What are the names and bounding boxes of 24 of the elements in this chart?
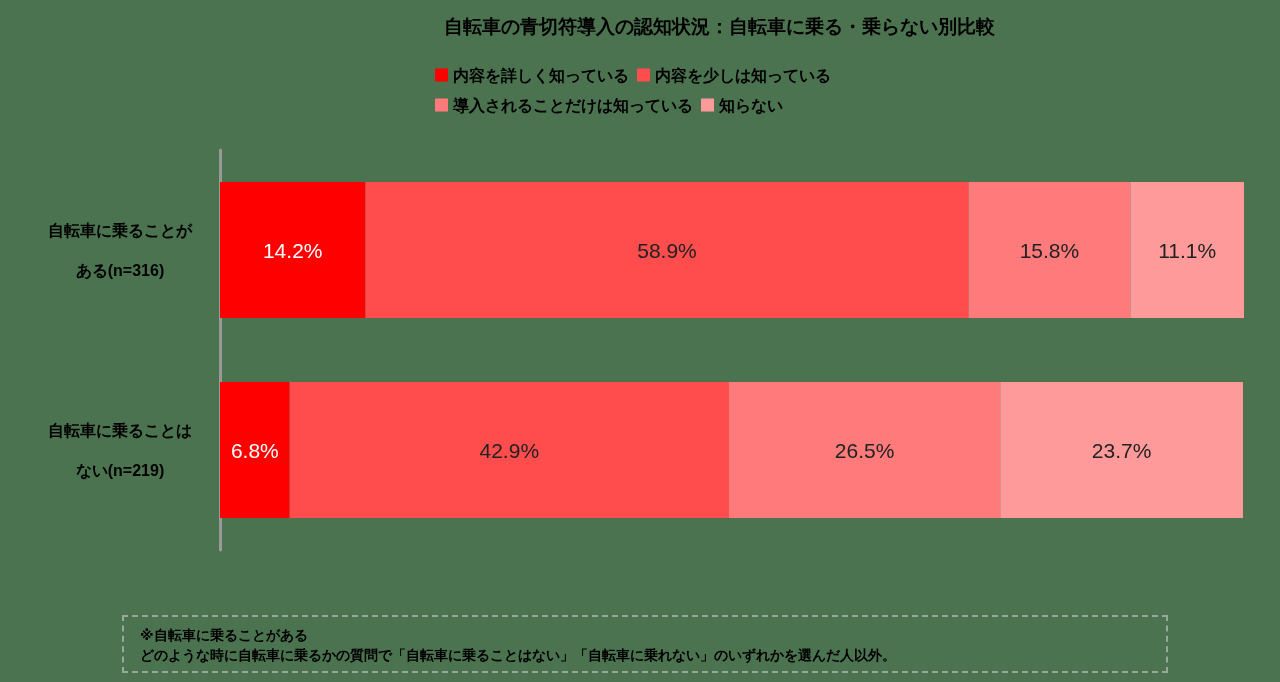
category-label: 自転車に乗ることがある(n=316) [48, 221, 192, 279]
bar [1130, 182, 1244, 318]
bar [220, 182, 366, 318]
bar [220, 382, 290, 518]
bar [1000, 382, 1243, 518]
category-label: 自転車に乗ることはない(n=219) [48, 421, 192, 479]
legend-label: 内容を詳しく知っている [453, 65, 629, 85]
bar [968, 182, 1131, 318]
note-box: ※自転車に乗ることがある どのような時に自転車に乗るかの質問で「自転車に乗ることはない」「自転車に乗れない」のいずれかを選んだ人以外。 [122, 615, 1168, 673]
data-label: 42.9% [479, 438, 540, 462]
legend-label: 知らない [718, 96, 783, 115]
bar [365, 182, 969, 318]
data-label: 26.5% [834, 438, 895, 462]
bar [728, 382, 1001, 518]
bar [289, 382, 729, 518]
legend-label: 導入されることだけは知っている [452, 96, 693, 115]
data-label: 15.8% [1019, 238, 1080, 262]
data-label: 58.9% [637, 238, 697, 262]
data-label: 14.2% [262, 238, 323, 262]
legend-label: 内容を少しは知っている [655, 65, 831, 84]
data-label: 11.1% [1158, 238, 1217, 262]
chart-title: 自転車の青切符導入の認知状況：自転車に乗る・乗らない別比較 [443, 16, 996, 37]
data-label: 23.7% [1091, 438, 1152, 462]
data-label: 6.8% [230, 438, 279, 462]
